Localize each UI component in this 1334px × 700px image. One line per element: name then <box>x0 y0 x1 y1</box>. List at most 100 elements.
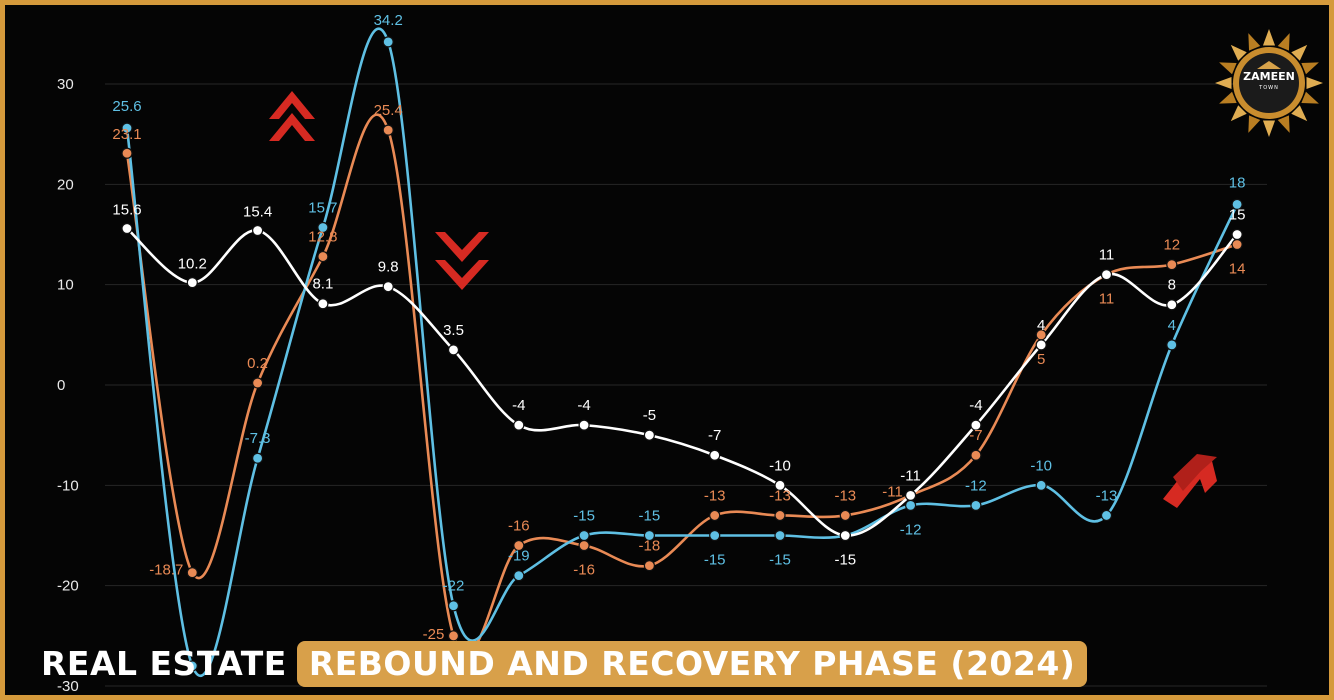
sun-ray <box>1277 115 1290 133</box>
blue-data-point <box>382 36 394 48</box>
blue-data-point <box>1035 479 1047 491</box>
title-banner: REAL ESTATE REBOUND AND RECOVERY PHASE (… <box>41 641 1088 687</box>
white-data-label: -5 <box>643 407 656 424</box>
white-data-point <box>121 222 133 235</box>
white-data-point <box>252 224 264 237</box>
white-data-point <box>709 449 721 461</box>
white-data-label: 11 <box>1099 247 1115 264</box>
white-data-label: 15.4 <box>243 203 272 220</box>
sun-ray <box>1248 115 1261 133</box>
logo-brand: ZAMEEN <box>1243 70 1295 83</box>
white-data-label: 15 <box>1229 207 1246 224</box>
white-data-label: 15.6 <box>112 201 141 218</box>
orange-data-label: -11 <box>882 483 903 500</box>
blue-data-label: -15 <box>639 508 661 525</box>
banner-text-highlight: REBOUND AND RECOVERY PHASE (2024) <box>296 641 1088 687</box>
y-axis: 30 20 10 0 -10 -20 -30 <box>57 76 79 695</box>
white-data-label: 8.1 <box>312 276 333 293</box>
orange-data-label: -13 <box>834 487 856 504</box>
y-tick-label: -30 <box>57 678 79 695</box>
orange-data-label: 12.8 <box>308 229 337 246</box>
orange-data-label: -7 <box>969 427 982 444</box>
series-points <box>121 36 1243 672</box>
sun-emblem-icon <box>1215 29 1323 137</box>
blue-data-point <box>447 600 460 612</box>
y-tick-label: 10 <box>57 277 74 294</box>
orange-data-point <box>317 250 329 263</box>
data-labels: 23.1 -18.7 0.2 12.8 25.4 -25 -16 -16 -18 -13 -13 -1… <box>112 12 1245 643</box>
sun-ray <box>1219 91 1237 104</box>
blue-data-label: 15.7 <box>308 199 337 216</box>
blue-data-label: -19 <box>508 548 530 565</box>
white-data-point <box>447 344 460 356</box>
white-data-point <box>1231 228 1243 241</box>
y-tick-label: 0 <box>57 377 65 394</box>
white-data-point <box>1035 339 1047 351</box>
blue-data-point <box>643 529 656 542</box>
white-data-label: -11 <box>900 467 921 484</box>
white-data-label: -15 <box>834 552 856 569</box>
orange-data-label: 25.4 <box>374 102 403 119</box>
sun-ray <box>1262 120 1276 137</box>
orange-data-label: 12 <box>1163 237 1180 254</box>
white-data-label: -10 <box>769 457 791 474</box>
white-data-label: -4 <box>512 397 525 414</box>
white-data-point <box>513 419 525 431</box>
double-up-arrow-icon <box>269 91 315 119</box>
y-tick-label: 30 <box>57 76 74 93</box>
double-down-arrow-icon <box>435 232 489 262</box>
y-tick-label: 20 <box>57 176 74 193</box>
up-arrow-shadow-icon <box>1173 454 1217 491</box>
sun-ray <box>1291 105 1308 122</box>
orange-data-label: -18.7 <box>149 562 183 579</box>
white-data-label: 3.5 <box>443 322 464 339</box>
orange-data-point <box>121 147 133 159</box>
orange-data-point <box>970 449 982 461</box>
blue-data-point <box>1166 339 1178 351</box>
orange-data-label: 0.2 <box>247 355 268 372</box>
blue-data-label: -13 <box>1096 487 1118 504</box>
white-data-point <box>382 281 394 293</box>
sun-ray <box>1291 44 1308 61</box>
blue-data-point <box>970 499 982 511</box>
sun-ray <box>1301 91 1319 104</box>
white-data-point <box>1166 299 1178 311</box>
white-data-label: -4 <box>577 397 590 414</box>
white-data-point <box>970 419 982 431</box>
orange-data-point <box>709 509 721 522</box>
orange-data-point <box>382 124 394 136</box>
orange-data-point <box>1231 238 1243 251</box>
orange-data-label: 5 <box>1037 351 1045 368</box>
white-data-point <box>186 277 198 289</box>
blue-data-label: -10 <box>1030 457 1052 474</box>
double-down-arrow-icon <box>435 260 489 290</box>
sun-ray <box>1306 76 1323 90</box>
blue-data-point <box>121 122 133 134</box>
trend-arrows <box>269 91 1217 508</box>
blue-data-point <box>317 221 329 234</box>
orange-data-label: -16 <box>573 562 595 579</box>
blue-data-label: 4 <box>1168 317 1176 334</box>
orange-data-label: -18 <box>639 538 661 555</box>
orange-data-point <box>839 509 851 522</box>
white-data-point <box>643 429 656 441</box>
orange-data-point <box>643 559 656 572</box>
blue-data-label: -7.3 <box>245 430 271 447</box>
white-series-line <box>126 227 1239 537</box>
blue-data-label: -12 <box>965 477 987 494</box>
sun-ray <box>1277 33 1290 51</box>
blue-data-point <box>1231 198 1243 210</box>
white-data-point <box>1100 269 1113 281</box>
sun-ray <box>1301 62 1319 75</box>
y-tick-label: -20 <box>57 578 79 595</box>
orange-data-label: -13 <box>704 487 726 504</box>
white-data-label: -7 <box>708 427 721 444</box>
orange-data-label: -16 <box>508 518 530 535</box>
blue-data-label: -15 <box>573 508 595 525</box>
orange-data-point <box>513 539 525 552</box>
sun-ray <box>1230 105 1247 122</box>
blue-data-label: 18 <box>1229 174 1246 191</box>
white-data-point <box>904 489 917 501</box>
blue-data-point <box>186 660 198 672</box>
orange-data-label: 23.1 <box>112 126 141 143</box>
